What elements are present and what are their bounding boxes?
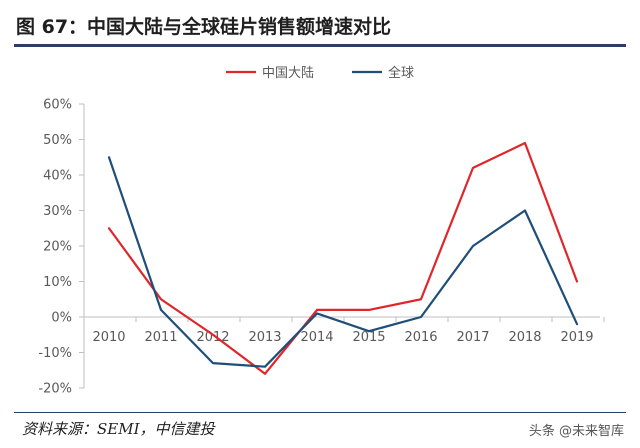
series-line-2	[107, 156, 579, 368]
y-tick-label: 60%	[43, 98, 72, 113]
chart-axes: -20%-10%0%10%20%30%40%50%60%2010 2011 2012…	[38, 98, 605, 397]
legend: 中国大陆 全球	[226, 65, 414, 81]
series-line-1	[107, 141, 579, 375]
y-tick-label: -20%	[38, 382, 72, 397]
source-note: 资料来源：SEMI，中信建投	[22, 420, 215, 438]
y-tick-label: 50%	[43, 133, 72, 148]
x-tick-label: 2014	[300, 330, 333, 345]
y-tick-label: 0%	[51, 311, 72, 326]
title-divider	[14, 44, 626, 47]
x-tick-label: 2015	[352, 330, 385, 345]
y-tick-label: -10%	[38, 346, 72, 361]
watermark: 头条 @未来智库	[528, 424, 624, 439]
footer-divider	[14, 412, 626, 413]
legend-label: 全球	[388, 65, 414, 81]
y-tick-label: 20%	[43, 240, 72, 255]
chart-title: 图 67：中国大陆与全球硅片销售额增速对比	[16, 16, 392, 38]
x-tick-label: 2013	[248, 330, 281, 345]
x-tick-label: 2011	[144, 330, 177, 345]
x-tick-label: 2016	[404, 330, 437, 345]
x-tick-label: 2010	[92, 330, 125, 345]
x-tick-label: 2017	[456, 330, 489, 345]
y-tick-label: 40%	[43, 169, 72, 184]
chart-series	[107, 141, 579, 375]
y-tick-label: 10%	[43, 275, 72, 290]
x-tick-label: 2019	[560, 330, 593, 345]
x-tick-label: 2018	[508, 330, 541, 345]
y-tick-label: 30%	[43, 204, 72, 219]
legend-label: 中国大陆	[262, 65, 314, 81]
